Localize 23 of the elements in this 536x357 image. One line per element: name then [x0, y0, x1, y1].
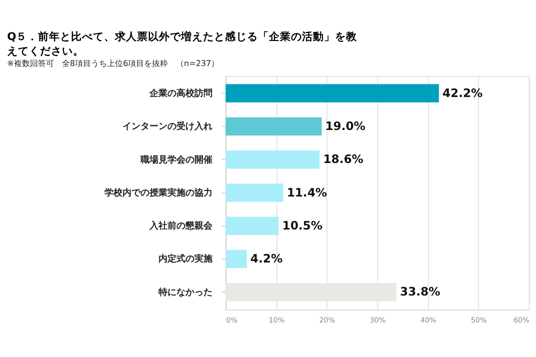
y-tick-label: 企業の高校訪問 — [148, 88, 213, 99]
data-label: 11.4% — [286, 185, 328, 200]
y-tick-label: インターンの受け入れ — [122, 121, 213, 132]
text: ※複数回答可 全8項目うち上位6項目を抜粋 （n=237） — [7, 59, 220, 68]
x-tick-label: 40% — [420, 315, 436, 324]
data-label: 18.6% — [323, 152, 364, 166]
x-tick-label: 30% — [370, 315, 386, 324]
y-tick-label: 内定式の実施 — [158, 254, 214, 265]
x-tick-label: 50% — [470, 315, 487, 324]
y-tick-label: 特になかった — [158, 286, 213, 298]
x-tick-label: 60% — [513, 315, 530, 324]
y-tick-label: 職場見学会の開催 — [140, 154, 213, 166]
data-label: 19.0% — [325, 119, 366, 134]
data-label: 42.2% — [442, 86, 484, 100]
y-tick-label: 入社前の懇親会 — [148, 220, 214, 232]
x-tick-label: 10% — [268, 315, 285, 324]
y-tick-label: 学校内での授業実施の協力 — [104, 187, 213, 198]
x-tick-label: 20% — [319, 315, 336, 324]
data-label: 33.8% — [400, 284, 441, 299]
chart-title: Q５．前年と比べて、求人票以外で増えたと感じる「企業の活動」を教えてください。 — [7, 30, 358, 58]
data-label: 4.2% — [250, 252, 283, 266]
data-label: 10.5% — [282, 218, 323, 232]
x-tick-label: 0% — [226, 315, 238, 324]
